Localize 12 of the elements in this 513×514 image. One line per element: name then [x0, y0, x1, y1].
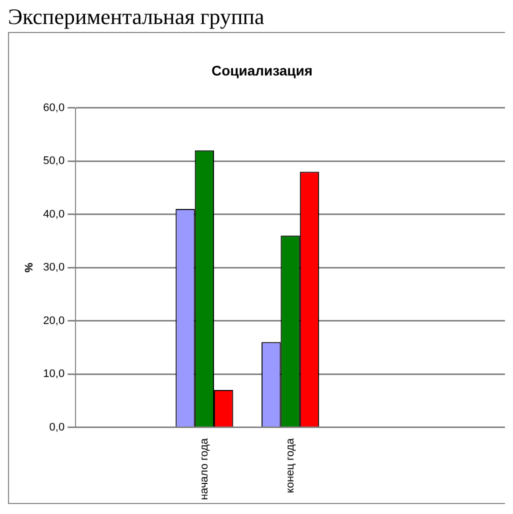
x-tick-label: начало года [198, 437, 210, 500]
y-tick-label: 60,0 [43, 102, 65, 114]
y-tick-label: 20,0 [43, 314, 65, 327]
y-axis-title: % [24, 262, 36, 272]
text: Экспериментальная группа [8, 4, 266, 30]
chart-title: Социализация [211, 62, 313, 78]
y-tick-label: 30,0 [43, 262, 65, 274]
y-tick-label: 40,0 [43, 208, 65, 220]
y-tick-label: 0,0 [49, 421, 65, 434]
y-tick-label: 50,0 [43, 155, 65, 168]
y-tick-label: 10,0 [43, 368, 65, 380]
x-tick-label: конец года [284, 437, 296, 494]
